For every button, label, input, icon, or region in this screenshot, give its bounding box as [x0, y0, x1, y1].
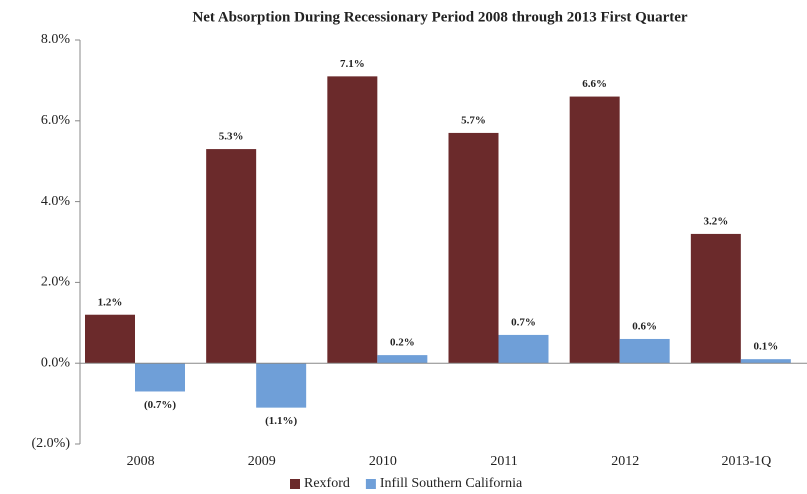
value-label: 0.2%: [390, 337, 415, 349]
value-label: 0.6%: [632, 320, 657, 332]
value-label: 7.1%: [340, 58, 365, 70]
value-label: 5.3%: [219, 131, 244, 143]
bar: [690, 233, 741, 364]
legend-label: Rexford: [304, 476, 350, 491]
bar: [206, 149, 257, 364]
bar: [569, 96, 620, 364]
bar: [619, 338, 670, 364]
legend-label: Infill Southern California: [380, 476, 523, 491]
x-tick-label: 2010: [369, 454, 397, 469]
value-label: 3.2%: [703, 215, 728, 227]
value-label: 6.6%: [582, 78, 607, 90]
y-tick-label: 4.0%: [41, 194, 71, 209]
y-tick-label: (2.0%): [32, 436, 71, 451]
y-tick-label: 0.0%: [41, 355, 71, 370]
value-label: 0.7%: [511, 316, 536, 328]
chart-title: Net Absorption During Recessionary Perio…: [192, 9, 687, 25]
x-tick-label: 2011: [490, 454, 517, 469]
value-label: (0.7%): [144, 399, 176, 411]
bar: [85, 314, 135, 364]
legend-swatch: [290, 479, 300, 489]
x-tick-label: 2008: [127, 454, 155, 469]
bar: [256, 363, 307, 408]
bar: [327, 76, 378, 364]
value-label: 0.1%: [753, 341, 778, 353]
bar: [498, 334, 549, 364]
value-label: 5.7%: [461, 114, 486, 126]
x-tick-label: 2013-1Q: [722, 454, 772, 469]
bar: [377, 355, 428, 364]
value-label: 1.2%: [98, 296, 123, 308]
value-label: (1.1%): [265, 415, 297, 427]
legend-swatch: [365, 479, 376, 489]
x-tick-label: 2012: [611, 454, 639, 469]
y-tick-label: 2.0%: [41, 275, 71, 290]
x-tick-label: 2009: [248, 454, 276, 469]
bar: [740, 359, 791, 364]
bar: [448, 132, 499, 364]
y-tick-label: 8.0%: [41, 32, 71, 47]
y-tick-label: 6.0%: [41, 113, 71, 128]
bar: [135, 363, 185, 392]
